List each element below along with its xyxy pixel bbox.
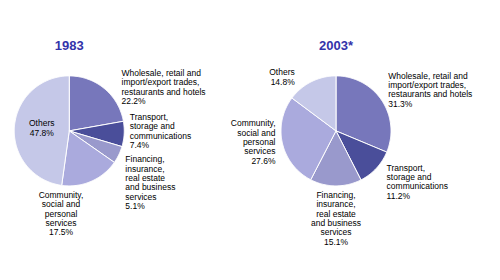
svg-text:Others14.8%: Others14.8% [269,67,295,86]
svg-text:Wholesale, retail andimport/ex: Wholesale, retail andimport/export trade… [122,68,206,106]
svg-text:Financing,insurance,real estat: Financing,insurance,real estateand busin… [311,190,361,247]
svg-text:Transport,storage andcommunica: Transport,storage andcommunications11.2% [387,163,448,201]
svg-text:1983: 1983 [55,38,84,53]
svg-text:Wholesale, retail andimport/ex: Wholesale, retail andimport/export trade… [388,71,472,109]
svg-text:Community,social andpersonalse: Community,social andpersonalservices27.6… [231,118,276,165]
svg-text:Community,social andpersonalse: Community,social andpersonalservices17.5… [39,190,84,237]
svg-text:Financing,insurance,real estat: Financing,insurance,real estateand busin… [125,154,175,211]
svg-text:2003*: 2003* [319,38,354,53]
svg-text:Transport,storage andcommunica: Transport,storage andcommunications7.4% [130,112,191,150]
svg-text:Others47.8%: Others47.8% [29,118,55,137]
